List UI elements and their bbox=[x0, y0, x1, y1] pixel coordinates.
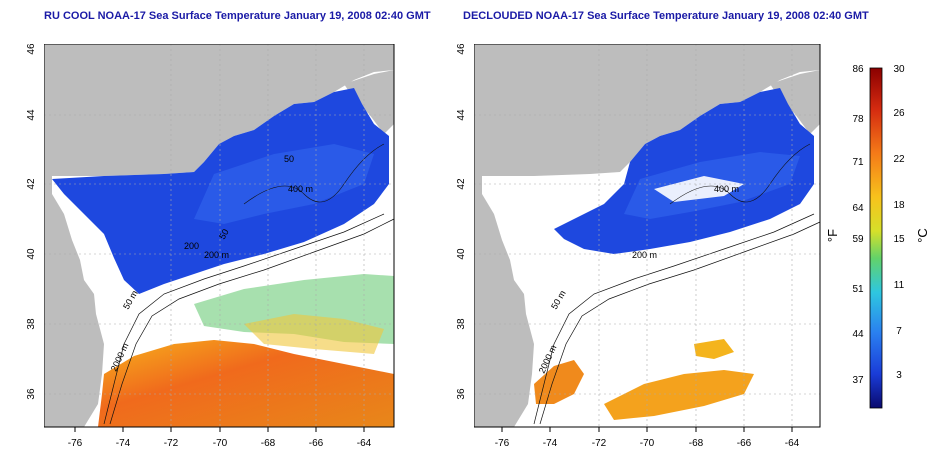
lon-tick-label: -76 bbox=[68, 438, 83, 449]
lat-tick-label: 44 bbox=[456, 109, 467, 121]
lon-tick-label: -72 bbox=[592, 438, 607, 449]
celsius-tick-label: 7 bbox=[896, 326, 902, 337]
raw-sst-map: 400 m 200 m 50 m 2000 m 50 50 200 -76 -7… bbox=[44, 44, 395, 449]
bathymetry-contour bbox=[533, 213, 815, 425]
contour-label-200m: 200 m bbox=[204, 250, 229, 260]
contour-label-400m: 400 m bbox=[714, 184, 739, 194]
lon-tick-label: -70 bbox=[213, 438, 228, 449]
fahrenheit-tick-label: 78 bbox=[852, 114, 864, 125]
celsius-tick-label: 30 bbox=[893, 64, 905, 75]
land-mass bbox=[44, 44, 394, 427]
land-mass bbox=[474, 44, 820, 427]
map-border bbox=[44, 44, 395, 428]
lon-tick-label: -70 bbox=[640, 438, 655, 449]
lon-tick-label: -64 bbox=[785, 438, 800, 449]
celsius-tick-label: 11 bbox=[894, 280, 905, 291]
lat-tick-label: 38 bbox=[456, 318, 467, 330]
lon-tick-label: -64 bbox=[357, 438, 372, 449]
fahrenheit-tick-label: 86 bbox=[852, 64, 864, 75]
celsius-tick-label: 18 bbox=[893, 200, 905, 211]
lat-tick-label: 40 bbox=[26, 248, 37, 260]
celsius-tick-label: 22 bbox=[893, 154, 905, 165]
temperature-colorbar: 86 78 71 64 59 51 44 37 30 26 22 18 15 1… bbox=[852, 64, 905, 409]
warm-water-region bbox=[534, 360, 584, 404]
bathymetry-contour bbox=[103, 213, 385, 425]
lat-tick-label: 46 bbox=[26, 44, 37, 55]
contour-label-50: 50 bbox=[217, 227, 231, 241]
graticule bbox=[44, 44, 394, 427]
contour-label-200m: 200 m bbox=[632, 250, 657, 260]
fahrenheit-tick-label: 64 bbox=[852, 203, 864, 214]
cloud-gap bbox=[654, 176, 744, 202]
bathymetry-contour bbox=[539, 221, 821, 425]
lat-tick-label: 36 bbox=[26, 388, 37, 400]
lat-tick-label: 36 bbox=[456, 388, 467, 400]
declouded-sst-map: 400 m 200 m 50 m 2000 m -76 -74 -72 -70 … bbox=[474, 44, 821, 449]
contour-label-400m: 400 m bbox=[288, 184, 313, 194]
lon-tick-label: -66 bbox=[737, 438, 752, 449]
lon-tick-label: -66 bbox=[309, 438, 324, 449]
lat-tick-label: 42 bbox=[456, 178, 467, 190]
lat-tick-label: 44 bbox=[26, 109, 37, 121]
warm-water-region bbox=[98, 340, 394, 427]
colorbar-gradient bbox=[869, 67, 883, 409]
lon-tick-label: -74 bbox=[543, 438, 558, 449]
right-lat-axis: 46 44 42 40 38 36 bbox=[456, 44, 467, 400]
contour-label-50: 50 bbox=[284, 154, 294, 164]
right-map-title: DECLOUDED NOAA-17 Sea Surface Temperatur… bbox=[463, 10, 869, 22]
fahrenheit-tick-label: 44 bbox=[852, 329, 864, 340]
graticule bbox=[474, 44, 820, 427]
bathymetry-contour bbox=[243, 143, 385, 205]
contour-label-200: 200 bbox=[184, 241, 199, 251]
celsius-tick-label: 3 bbox=[896, 370, 902, 381]
fahrenheit-tick-label: 59 bbox=[852, 234, 864, 245]
bathymetry-contour bbox=[669, 143, 811, 205]
lon-tick-label: -76 bbox=[495, 438, 510, 449]
celsius-tick-label: 15 bbox=[893, 234, 905, 245]
fahrenheit-unit-label: °F bbox=[825, 228, 841, 243]
celsius-tick-label: 26 bbox=[893, 108, 905, 119]
lat-tick-label: 40 bbox=[456, 248, 467, 260]
warm-water-region bbox=[604, 370, 754, 420]
warm-water-patch bbox=[694, 339, 734, 359]
left-map-title: RU COOL NOAA-17 Sea Surface Temperature … bbox=[44, 10, 431, 22]
fahrenheit-tick-label: 37 bbox=[852, 375, 864, 386]
land-mass-nova-scotia bbox=[770, 70, 820, 134]
lon-tick-label: -72 bbox=[164, 438, 179, 449]
land-mass-nova-scotia bbox=[344, 70, 394, 134]
lon-tick-label: -68 bbox=[261, 438, 276, 449]
fahrenheit-tick-label: 71 bbox=[852, 157, 864, 168]
lat-tick-label: 38 bbox=[26, 318, 37, 330]
fahrenheit-tick-label: 51 bbox=[852, 284, 864, 295]
lat-tick-label: 42 bbox=[26, 178, 37, 190]
bathymetry-contour bbox=[109, 218, 395, 425]
celsius-unit-label: °C bbox=[914, 228, 930, 243]
lat-tick-label: 46 bbox=[456, 44, 467, 55]
left-lat-axis: 46 44 42 40 38 36 bbox=[26, 44, 37, 400]
lon-tick-label: -68 bbox=[689, 438, 704, 449]
lon-tick-label: -74 bbox=[116, 438, 131, 449]
